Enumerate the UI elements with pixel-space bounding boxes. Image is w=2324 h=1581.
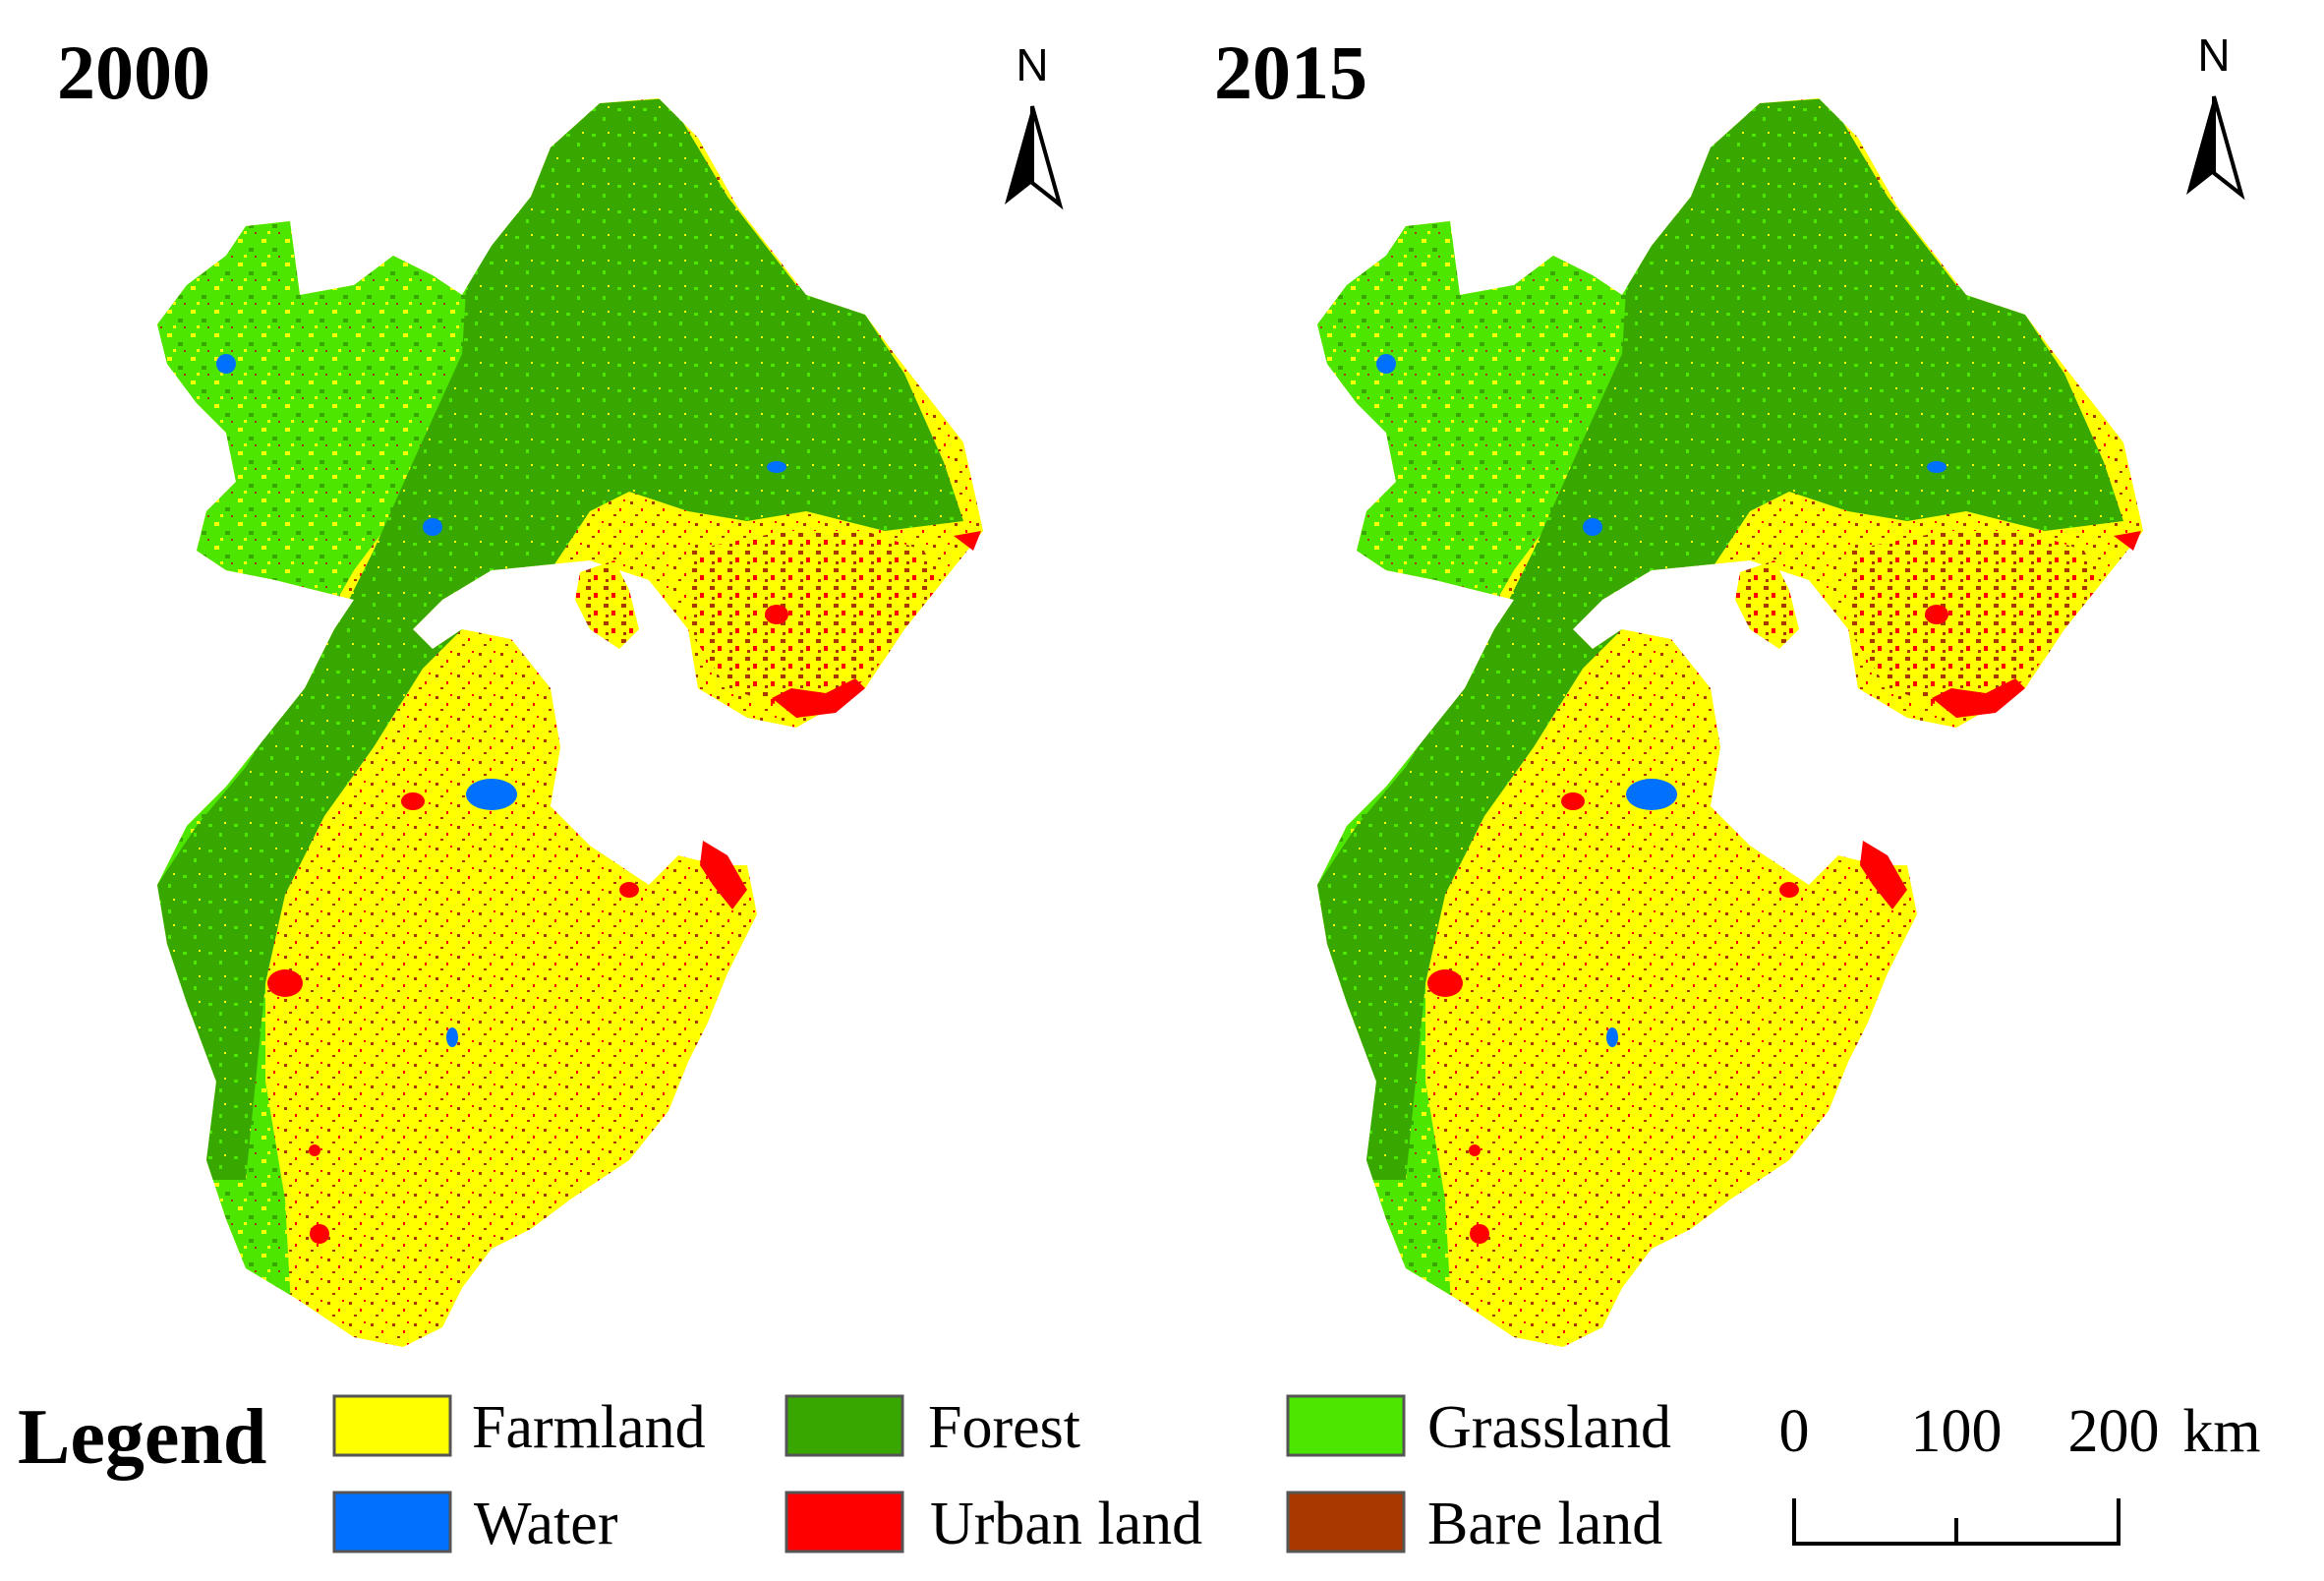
region-2000 — [147, 98, 983, 1376]
legend-swatch — [1286, 1491, 1406, 1553]
map-title-2015: 2015 — [1214, 29, 1367, 115]
legend-item-farmland: Farmland — [332, 1394, 706, 1461]
scale-tick-label: 100 — [1911, 1398, 2003, 1465]
legend-label: Forest — [928, 1394, 1080, 1461]
legend-item-water: Water — [332, 1491, 618, 1557]
north-arrow-icon — [2184, 94, 2243, 197]
north-arrow-icon — [1003, 104, 1062, 206]
legend-label: Bare land — [1427, 1491, 1662, 1557]
legend-swatch — [784, 1394, 904, 1457]
region-2015 — [1307, 98, 2143, 1376]
legend-item-urban-land: Urban land — [784, 1491, 1202, 1557]
map-2015: 2015 N — [1214, 29, 2243, 1376]
scale-tick-label: 0 — [1779, 1398, 1810, 1465]
legend-label: Grassland — [1427, 1394, 1671, 1461]
legend-swatch — [1286, 1394, 1406, 1457]
scale-bar: 0 100 200 km — [1779, 1398, 2261, 1546]
scale-bar-line — [1792, 1498, 2121, 1546]
legend-swatch — [332, 1491, 452, 1553]
map-2000: 2000 N — [57, 29, 1062, 1376]
map-title-2000: 2000 — [57, 29, 210, 115]
legend-swatch — [784, 1491, 904, 1553]
legend-item-grassland: Grassland — [1286, 1394, 1671, 1461]
legend-title: Legend — [18, 1394, 266, 1481]
legend-swatch — [332, 1394, 452, 1457]
north-arrow-2000: N — [1003, 39, 1062, 206]
scale-tick-label: 200 — [2068, 1398, 2160, 1465]
north-arrow-label: N — [1016, 39, 1048, 90]
legend-item-bare-land: Bare land — [1286, 1491, 1662, 1557]
legend-label: Farmland — [472, 1394, 706, 1461]
legend-label: Urban land — [930, 1491, 1202, 1557]
legend: Legend Farmland Forest Grassland Water U… — [18, 1394, 1671, 1557]
legend-item-forest: Forest — [784, 1394, 1080, 1461]
legend-label: Water — [474, 1491, 618, 1557]
north-arrow-label: N — [2197, 29, 2230, 81]
north-arrow-2015: N — [2184, 29, 2243, 197]
scale-unit: km — [2182, 1398, 2260, 1465]
